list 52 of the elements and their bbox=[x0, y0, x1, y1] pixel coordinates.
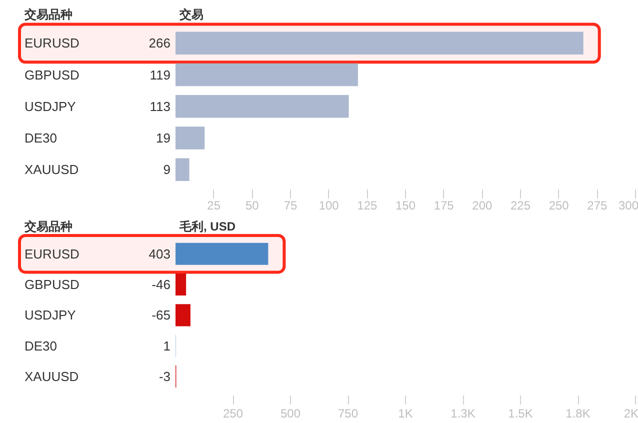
y-tick-label: DE30 bbox=[24, 338, 58, 354]
data-label: -3 bbox=[158, 368, 171, 384]
y-tick-label: DE30 bbox=[24, 130, 58, 146]
x-tick-label: 75 bbox=[284, 198, 298, 212]
data-label: 9 bbox=[163, 162, 171, 178]
x-tick-label: 175 bbox=[434, 198, 454, 212]
bar bbox=[176, 126, 205, 150]
y-tick-label: GBPUSD bbox=[24, 67, 80, 82]
x-tick-label: 500 bbox=[280, 406, 301, 420]
y-tick-label: USDJPY bbox=[24, 308, 76, 323]
x-tick-label: 1.8K bbox=[566, 406, 590, 420]
x-tick-label: 250 bbox=[548, 198, 570, 212]
bar bbox=[176, 273, 186, 296]
data-label: 113 bbox=[150, 98, 171, 114]
x-tick-label: 225 bbox=[510, 198, 531, 212]
y-tick-label: GBPUSD bbox=[24, 277, 80, 292]
data-label: 19 bbox=[156, 130, 171, 146]
x-tick-label: 150 bbox=[395, 198, 416, 212]
x-tick-label: 50 bbox=[245, 198, 260, 212]
x-tick-label: 750 bbox=[338, 406, 358, 420]
data-label: 119 bbox=[150, 67, 171, 82]
x-tick-label: 275 bbox=[587, 198, 608, 212]
bar bbox=[176, 32, 584, 55]
x-tick-label: 1K bbox=[398, 406, 413, 420]
x-axis-title: 毛利, USD bbox=[178, 219, 236, 234]
y-tick-label: EURUSD bbox=[24, 36, 80, 51]
data-label: -46 bbox=[152, 277, 171, 292]
bar bbox=[176, 158, 190, 182]
bar bbox=[176, 95, 349, 118]
bar bbox=[176, 63, 358, 86]
x-tick-label: 1.3K bbox=[450, 406, 476, 420]
data-label: 1 bbox=[163, 338, 171, 354]
x-tick-label: 250 bbox=[222, 406, 244, 420]
bar bbox=[176, 242, 268, 265]
y-axis-title: 交易品种 bbox=[24, 219, 72, 234]
x-tick-label: 1.5K bbox=[508, 406, 533, 420]
y-tick-label: USDJPY bbox=[24, 98, 76, 114]
x-tick-label: 25 bbox=[207, 198, 221, 212]
x-tick-label: 2K bbox=[624, 406, 638, 420]
y-tick-label: XAUUSD bbox=[24, 368, 79, 384]
y-axis-title: 交易品种 bbox=[24, 8, 72, 22]
x-tick-label: 200 bbox=[472, 198, 493, 212]
data-label: -65 bbox=[152, 308, 171, 323]
y-tick-label: XAUUSD bbox=[24, 162, 79, 178]
data-label: 266 bbox=[148, 36, 171, 51]
x-axis-title: 交易 bbox=[178, 8, 204, 22]
data-label: 403 bbox=[148, 246, 171, 262]
x-tick-label: 300 bbox=[618, 198, 638, 212]
x-tick-label: 100 bbox=[318, 198, 340, 212]
bar bbox=[176, 304, 190, 326]
x-tick-label: 125 bbox=[357, 198, 378, 212]
y-tick-label: EURUSD bbox=[24, 246, 80, 262]
